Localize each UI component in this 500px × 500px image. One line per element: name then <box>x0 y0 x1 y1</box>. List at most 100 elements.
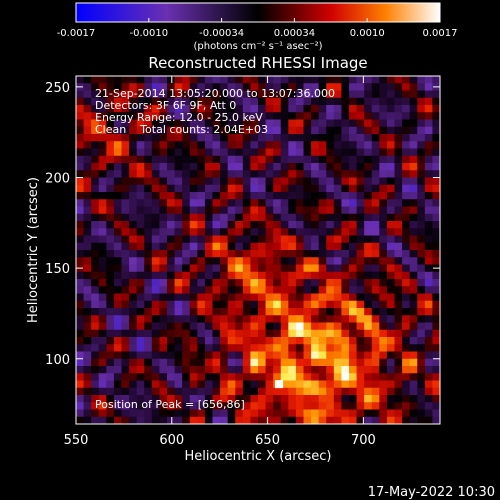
heatmap-cell <box>151 184 160 193</box>
heatmap-cell <box>333 170 342 178</box>
heatmap-cell <box>364 409 373 418</box>
heatmap-cell <box>174 206 183 215</box>
heatmap-cell <box>394 395 403 403</box>
heatmap-cell <box>303 97 312 106</box>
heatmap-cell <box>204 155 213 164</box>
heatmap-cell <box>250 416 259 424</box>
heatmap-cell <box>121 373 130 381</box>
heatmap-cell <box>197 97 206 106</box>
heatmap-cell <box>235 337 244 345</box>
heatmap-cell <box>151 235 160 244</box>
heatmap-cell <box>273 184 282 193</box>
heatmap-cell <box>295 279 304 287</box>
heatmap-cell <box>98 329 107 338</box>
heatmap-cell <box>106 163 115 171</box>
heatmap-cell <box>121 416 130 424</box>
heatmap-cell <box>91 279 100 287</box>
y-tick-label: 200 <box>45 172 70 187</box>
heatmap-cell <box>318 329 327 338</box>
plot-frame <box>75 75 441 425</box>
heatmap-cell <box>341 366 350 374</box>
heatmap-cell <box>258 126 266 135</box>
heatmap-cell <box>242 308 251 316</box>
heatmap-cell <box>220 315 229 323</box>
heatmap-cell <box>227 105 236 113</box>
heatmap-cell <box>371 170 380 178</box>
heatmap-cell <box>144 235 153 244</box>
heatmap-cell <box>167 235 175 244</box>
heatmap-cell <box>212 264 221 273</box>
heatmap-cell <box>159 387 168 396</box>
heatmap-cell <box>212 177 221 186</box>
heatmap-cell <box>417 380 426 389</box>
heatmap-cell <box>318 257 327 265</box>
colorbar-tick-label: 0.0010 <box>350 28 385 39</box>
heatmap-cell <box>288 134 297 142</box>
heatmap-cell <box>288 148 297 157</box>
heatmap-cell <box>318 322 327 331</box>
heatmap-cell <box>258 242 266 251</box>
heatmap-cell <box>280 184 289 193</box>
heatmap-cell <box>242 76 251 84</box>
heatmap-cell <box>227 148 236 157</box>
heatmap-cell <box>220 105 229 113</box>
heatmap-cell <box>265 112 274 120</box>
heatmap-cell <box>432 308 440 316</box>
heatmap-cell <box>333 148 342 157</box>
heatmap-cell <box>182 148 191 157</box>
heatmap-cell <box>121 322 130 331</box>
heatmap-cell <box>356 192 365 200</box>
heatmap-cell <box>98 112 107 120</box>
heatmap-cell <box>288 380 297 389</box>
heatmap-cell <box>265 213 274 222</box>
heatmap-cell <box>113 192 122 200</box>
heatmap-cell <box>144 170 153 178</box>
heatmap-cell <box>113 373 122 381</box>
heatmap-cell <box>151 126 160 135</box>
heatmap-cell <box>432 90 440 99</box>
heatmap-cell <box>174 344 183 352</box>
heatmap-cell <box>250 105 259 113</box>
heatmap-cell <box>144 192 153 200</box>
heatmap-cell <box>432 221 440 229</box>
heatmap-cell <box>402 358 411 367</box>
heatmap-cell <box>311 286 320 294</box>
heatmap-cell <box>424 126 433 135</box>
heatmap-cell <box>151 112 160 120</box>
heatmap-cell <box>204 279 213 287</box>
heatmap-cell <box>402 112 411 120</box>
heatmap-cell <box>76 409 84 418</box>
heatmap-cell <box>159 192 168 200</box>
heatmap-cell <box>379 105 388 113</box>
heatmap-cell <box>189 329 198 338</box>
heatmap-cell <box>333 337 342 345</box>
heatmap-cell <box>394 257 403 265</box>
heatmap-cell <box>182 337 191 345</box>
heatmap-cell <box>106 329 115 338</box>
heatmap-cell <box>113 250 122 258</box>
heatmap-cell <box>204 163 213 171</box>
heatmap-cell <box>182 373 191 381</box>
heatmap-cell <box>121 271 130 280</box>
heatmap-cell <box>386 308 395 316</box>
heatmap-cell <box>242 148 251 157</box>
heatmap-cell <box>432 337 440 345</box>
heatmap-cell <box>212 155 221 164</box>
heatmap-cell <box>409 300 418 309</box>
heatmap-cell <box>189 337 198 345</box>
heatmap-cell <box>129 97 138 106</box>
heatmap-cell <box>333 126 342 135</box>
heatmap-cell <box>212 199 221 207</box>
heatmap-cell <box>379 184 388 193</box>
heatmap-cell <box>326 76 335 84</box>
heatmap-cell <box>356 163 365 171</box>
heatmap-cell <box>417 351 426 360</box>
heatmap-cell <box>98 221 107 229</box>
heatmap-cell <box>182 112 191 120</box>
heatmap-cell <box>76 177 84 186</box>
heatmap-cell <box>136 76 145 84</box>
heatmap-cell <box>182 76 191 84</box>
heatmap-cell <box>121 192 130 200</box>
heatmap-cell <box>349 213 357 222</box>
